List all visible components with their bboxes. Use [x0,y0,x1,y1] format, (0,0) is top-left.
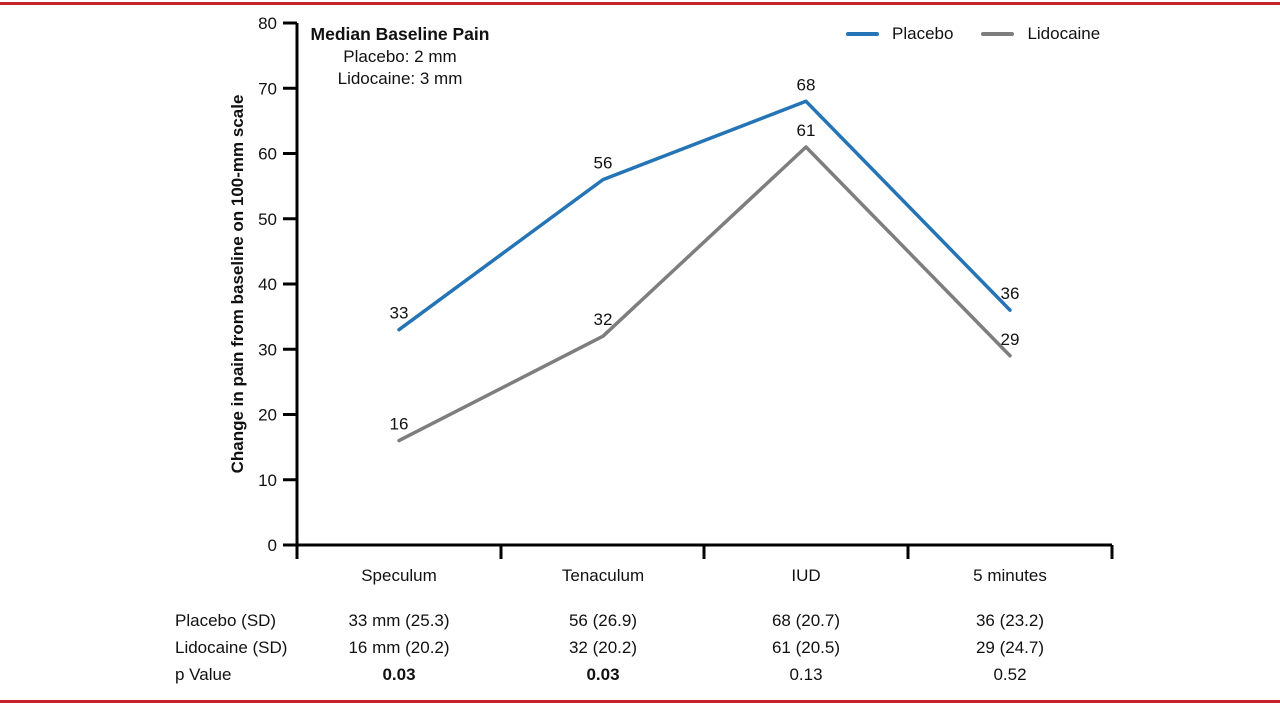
annotation-lidocaine-baseline: Lidocaine: 3 mm [337,69,463,88]
row-label-lidocaine-sd: Lidocaine (SD) [175,638,288,657]
y-tick-label: 70 [258,79,277,98]
y-tick-label: 80 [258,14,277,33]
bottom-border-rule [0,700,1280,703]
table-cell: 0.03 [586,665,620,684]
baseline-pain-annotation: Median Baseline Pain Placebo: 2 mm Lidoc… [290,23,510,91]
data-label-lidocaine: 29 [1001,330,1020,349]
data-label-placebo: 36 [1001,284,1020,303]
series-line-placebo [397,99,1012,332]
table-row-placebo: Placebo (SD) 33 mm (25.3) 56 (26.9) 68 (… [0,611,1280,635]
table-cell: 0.13 [789,665,823,684]
legend-item-lidocaine: Lidocaine [981,24,1100,44]
series-line-lidocaine [397,145,1012,443]
table-cell: 68 (20.7) [771,611,841,630]
top-border-rule [0,2,1280,5]
table-cell: 36 (23.2) [975,611,1045,630]
table-cell: 29 (24.7) [975,638,1045,657]
y-tick-label: 20 [258,406,277,425]
table-row-p-value: p Value 0.03 0.03 0.13 0.52 [0,665,1280,689]
table-row-lidocaine: Lidocaine (SD) 16 mm (20.2) 32 (20.2) 61… [0,638,1280,662]
data-label-lidocaine: 61 [797,121,816,140]
y-tick-label: 10 [258,471,277,490]
lidocaine-line-swatch [981,32,1015,36]
x-category-5-minutes: 5 minutes [973,566,1047,585]
table-cell: 33 mm (25.3) [348,611,450,630]
y-tick-label: 50 [258,210,277,229]
legend-label-placebo: Placebo [892,24,954,43]
x-category-speculum: Speculum [361,566,437,585]
data-label-placebo: 33 [390,304,409,323]
y-tick-label: 60 [258,145,277,164]
x-category-iud: IUD [791,566,821,585]
table-cell: 0.52 [993,665,1027,684]
table-cell: 16 mm (20.2) [348,638,450,657]
y-tick-label: 0 [268,536,277,555]
table-cell: 61 (20.5) [771,638,841,657]
x-category-tenaculum: Tenaculum [561,566,645,585]
y-tick-label: 40 [258,275,277,294]
data-label-placebo: 56 [594,154,613,173]
placebo-line-swatch [846,32,879,36]
table-cell: 56 (26.9) [568,611,638,630]
table-cell: 0.03 [382,665,416,684]
data-label-lidocaine: 16 [390,415,409,434]
data-label-lidocaine: 32 [594,310,613,329]
line-chart: 0 10 20 30 40 50 60 70 80 33 56 68 36 16 32 61 29 [258,14,1114,559]
chart-legend: Placebo Lidocaine [846,24,1100,44]
annotation-placebo-baseline: Placebo: 2 mm [343,46,457,66]
legend-label-lidocaine: Lidocaine [1027,24,1101,43]
row-label-p-value: p Value [175,665,232,684]
row-label-placebo-sd: Placebo (SD) [175,611,277,630]
legend-item-placebo: Placebo [846,24,953,44]
y-axis-title: Change in pain from baseline on 100-mm s… [228,94,247,474]
table-cell: 32 (20.2) [568,638,638,657]
y-tick-label: 30 [258,340,277,359]
annotation-title: Median Baseline Pain [310,24,490,44]
data-label-placebo: 68 [797,75,816,94]
